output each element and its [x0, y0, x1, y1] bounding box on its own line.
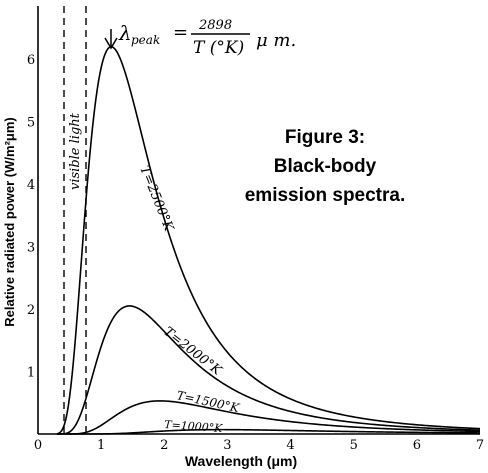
- x-tick-label: 3: [223, 438, 231, 453]
- x-tick-label: 2: [160, 438, 168, 453]
- x-tick-label: 7: [476, 438, 484, 453]
- formula-numerator: 2898: [198, 18, 232, 33]
- x-tick-label: 6: [413, 438, 421, 453]
- y-axis-title: Relative radiated power (W/m²μm): [2, 117, 17, 327]
- series-label-1000: T=1000°K: [164, 418, 224, 435]
- caption-line-1: Figure 3:: [285, 127, 365, 148]
- series-label-1500: T=1500°K: [175, 388, 241, 415]
- visible-band-label: visible light: [68, 112, 83, 190]
- series-curve-2000: [56, 305, 481, 435]
- formula-denominator: T (°K): [193, 38, 244, 58]
- x-tick-label: 0: [34, 438, 42, 453]
- series-curve-1500: [56, 400, 481, 435]
- formula-peak-subscript: peak: [131, 33, 160, 47]
- peak-arrow-head: [104, 37, 118, 50]
- series-label-2000: T=2000°K: [161, 324, 226, 379]
- caption-line-2: Black-body: [274, 156, 377, 177]
- y-tick-label: 2: [27, 303, 35, 318]
- y-tick-labels: 1 2 3 4 5 6: [27, 53, 35, 380]
- caption-line-3: emission spectra.: [245, 185, 406, 206]
- y-tick-label: 3: [27, 241, 35, 256]
- y-tick-label: 5: [27, 116, 35, 131]
- formula-lambda: λ: [118, 21, 132, 45]
- y-tick-label: 1: [27, 366, 35, 381]
- y-tick-label: 4: [27, 178, 35, 193]
- formula-unit: μ m.: [256, 30, 296, 51]
- y-tick-label: 6: [27, 53, 35, 68]
- x-tick-label: 4: [286, 438, 294, 453]
- series-label-2500: T=2500°K: [136, 164, 176, 235]
- x-tick-labels: 0 1 2 3 4 5 6 7: [34, 438, 484, 453]
- x-tick-label: 1: [97, 438, 105, 453]
- x-axis-title: Wavelength (μm): [185, 453, 297, 469]
- series-curve-2500: [56, 45, 481, 435]
- formula-equals: =: [173, 22, 188, 43]
- x-tick-label: 5: [350, 438, 358, 453]
- series-curves: [56, 45, 481, 435]
- series-curve-1000: [56, 428, 481, 435]
